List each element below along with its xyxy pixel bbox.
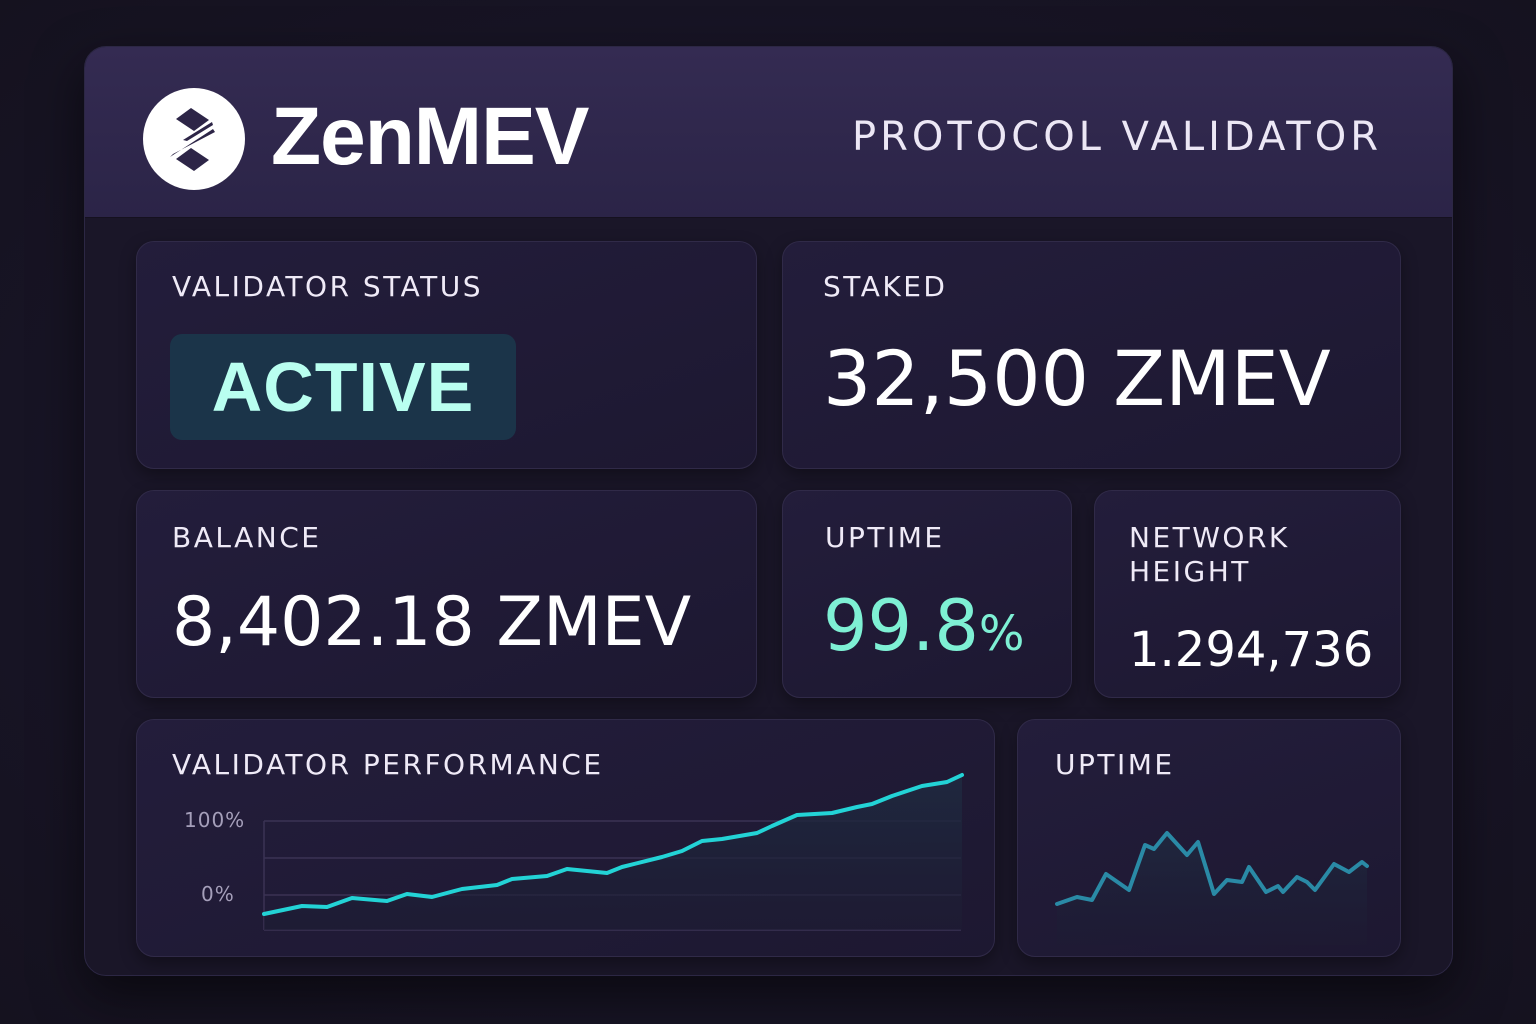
staked-value: 32,500 ZMEV [823, 334, 1331, 423]
zenmev-logo-icon [143, 88, 245, 190]
validator-status-card: VALIDATOR STATUS ACTIVE [136, 241, 757, 469]
dashboard-frame: ZenMEV PROTOCOL VALIDATOR VALIDATOR STAT… [84, 46, 1453, 976]
staked-card: STAKED 32,500 ZMEV [782, 241, 1401, 469]
network-height-card: NETWORK HEIGHT 1.294,736 [1094, 490, 1401, 698]
page-subtitle: PROTOCOL VALIDATOR [851, 114, 1382, 160]
network-height-label-line1: NETWORK [1129, 521, 1290, 554]
staked-label: STAKED [823, 270, 948, 303]
balance-label: BALANCE [172, 521, 322, 554]
status-value: ACTIVE [211, 348, 475, 426]
status-badge: ACTIVE [170, 334, 516, 440]
uptime-card: UPTIME 99.8% [782, 490, 1072, 698]
uptime-chart-title: UPTIME [1055, 748, 1175, 781]
uptime-label: UPTIME [825, 521, 945, 554]
performance-chart-title: VALIDATOR PERFORMANCE [172, 748, 604, 781]
brand-name: ZenMEV [271, 91, 589, 182]
uptime-number: 99.8 [823, 585, 979, 667]
balance-value: 8,402.18 ZMEV [172, 583, 692, 662]
header: ZenMEV PROTOCOL VALIDATOR [85, 47, 1452, 218]
balance-card: BALANCE 8,402.18 ZMEV [136, 490, 757, 698]
y-tick-0: 0% [201, 882, 235, 906]
uptime-unit: % [978, 606, 1025, 662]
validator-performance-card: VALIDATOR PERFORMANCE 100% 0% [136, 719, 995, 957]
network-height-label-line2: HEIGHT [1129, 555, 1251, 588]
performance-line-chart [262, 773, 964, 931]
network-height-value: 1.294,736 [1129, 622, 1374, 678]
uptime-chart-card: UPTIME [1017, 719, 1401, 957]
network-height-label: NETWORK HEIGHT [1129, 521, 1290, 589]
uptime-value: 99.8% [823, 585, 1024, 675]
validator-status-label: VALIDATOR STATUS [172, 270, 483, 303]
y-tick-100: 100% [184, 808, 246, 832]
uptime-sparkline-chart [1055, 831, 1369, 945]
